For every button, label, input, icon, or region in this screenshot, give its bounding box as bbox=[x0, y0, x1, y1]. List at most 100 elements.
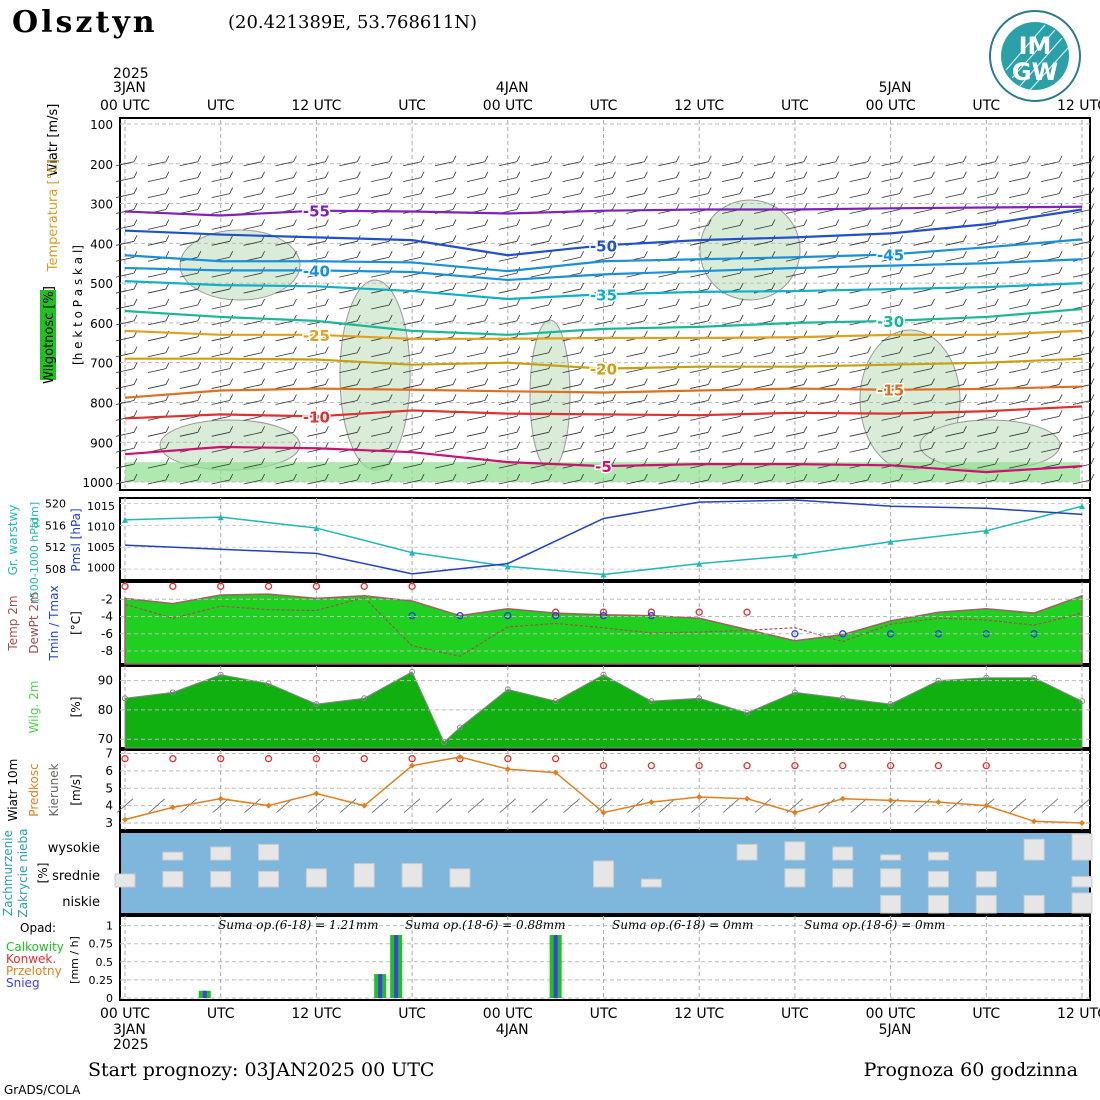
isotherm-label: -35 bbox=[590, 286, 617, 304]
wind-barb bbox=[945, 171, 967, 183]
wind-barb bbox=[1072, 314, 1095, 326]
precip-bar-snow bbox=[202, 990, 207, 998]
wind-barb bbox=[977, 346, 999, 358]
wind-barb bbox=[562, 219, 584, 230]
temperature-tick: -4 bbox=[101, 610, 113, 624]
top-date-label: 4JAN bbox=[496, 80, 529, 96]
wind-barb bbox=[498, 203, 521, 214]
wind-barb bbox=[434, 298, 457, 310]
upper-air-panel bbox=[119, 117, 1091, 491]
wind-barb bbox=[849, 171, 872, 183]
top-time-label: 00 UTC bbox=[483, 98, 533, 114]
tmin-marker bbox=[647, 612, 655, 620]
cloud-bar bbox=[210, 846, 232, 861]
humidity-tick: 80 bbox=[98, 703, 113, 717]
wind-barb bbox=[211, 171, 234, 183]
wind-barb bbox=[307, 155, 329, 167]
temperature-axis-label: Tmin / Tmax bbox=[47, 585, 61, 661]
wind-barb bbox=[753, 346, 776, 358]
thickness-tick: 520 bbox=[45, 497, 66, 510]
wind-speed-marker bbox=[265, 802, 272, 809]
wind-barb bbox=[434, 378, 457, 389]
wind-barb bbox=[179, 473, 202, 485]
wind-barb bbox=[594, 187, 616, 198]
humidity-marker bbox=[1079, 698, 1085, 705]
wind-barb bbox=[849, 187, 872, 198]
wind-barb bbox=[147, 235, 170, 246]
isotherm-label: -25 bbox=[303, 327, 330, 345]
temperature-tick: -2 bbox=[101, 592, 113, 606]
wind-barb bbox=[753, 442, 776, 453]
top-time-label: 12 UTC bbox=[291, 98, 341, 114]
cloud-bar bbox=[162, 851, 184, 861]
gust-marker bbox=[504, 755, 512, 763]
wind-barb bbox=[1072, 219, 1095, 230]
wind-barb bbox=[371, 219, 393, 230]
isotherm-label: -50 bbox=[590, 237, 617, 255]
humidity-area bbox=[179, 229, 301, 301]
wind-barb bbox=[434, 282, 457, 294]
wind-barb bbox=[466, 298, 489, 310]
wind-barb bbox=[594, 282, 616, 294]
wind-barb bbox=[753, 410, 776, 421]
wind-barb bbox=[722, 473, 744, 485]
wind-barb bbox=[626, 155, 648, 167]
wind-barb bbox=[403, 473, 425, 485]
pressure-axis-label: [h e k t o P a s k a l] bbox=[71, 245, 85, 365]
wind-barb bbox=[147, 282, 170, 294]
gust-marker bbox=[552, 755, 560, 763]
wind-barb bbox=[1072, 362, 1095, 374]
wind-barb bbox=[498, 219, 521, 230]
humidity-marker bbox=[409, 668, 416, 675]
wind-barb bbox=[275, 426, 297, 437]
wind-barb bbox=[977, 473, 999, 485]
humidity-marker bbox=[839, 695, 846, 702]
cloud-bar bbox=[210, 870, 232, 888]
wind-barb bbox=[403, 251, 425, 262]
wind-barb bbox=[179, 155, 202, 167]
isotherm-label: -10 bbox=[303, 408, 330, 426]
tmin-marker bbox=[456, 612, 464, 620]
wind-barb bbox=[626, 473, 648, 485]
temperature-axis-label: DewPt 2m bbox=[27, 592, 41, 654]
wind-barb bbox=[339, 457, 361, 469]
wind-barb bbox=[530, 235, 553, 246]
wind-barb bbox=[562, 378, 584, 389]
wind-direction-barb bbox=[1041, 798, 1059, 813]
temperature-axis-label: Temp 2m bbox=[6, 595, 20, 651]
wind-barb bbox=[945, 235, 967, 246]
isotherm-label: -20 bbox=[590, 361, 617, 379]
wind-barb bbox=[115, 298, 138, 310]
wind-barb bbox=[1041, 266, 1063, 278]
isotherm-line bbox=[124, 405, 1083, 420]
wind-barb bbox=[434, 394, 457, 405]
wind-barb bbox=[307, 171, 329, 183]
wind-barb bbox=[626, 219, 648, 230]
precip-legend-item: Snieg bbox=[6, 976, 40, 990]
imgw-logo: IM GW bbox=[989, 10, 1081, 102]
wind-barb bbox=[977, 378, 999, 389]
wind-barb bbox=[498, 251, 521, 262]
wind-speed-marker bbox=[648, 799, 655, 806]
wind-speed-marker bbox=[983, 802, 990, 809]
wind-barb bbox=[339, 251, 361, 262]
wind-barb bbox=[690, 155, 712, 167]
wind-barb bbox=[722, 298, 744, 310]
logo-text-bottom: GW bbox=[1012, 58, 1058, 86]
precip-sum: Suma op.(18-6) = 0.88mm bbox=[405, 918, 566, 932]
isotherm-line bbox=[124, 208, 1083, 257]
humidity-unit-label: [%] bbox=[69, 697, 83, 718]
wind-barb bbox=[658, 314, 680, 326]
wind-barb bbox=[753, 171, 776, 183]
wind-barb bbox=[530, 426, 553, 437]
wind-barb bbox=[115, 171, 138, 183]
thickness-marker bbox=[504, 563, 511, 570]
wind-barb bbox=[1041, 426, 1063, 437]
wind-barb bbox=[339, 394, 361, 405]
cloud-bar bbox=[927, 870, 949, 888]
wind-barb bbox=[722, 442, 744, 453]
wind-barb bbox=[115, 378, 138, 389]
thickness-marker bbox=[409, 549, 416, 556]
wind-barb bbox=[243, 346, 265, 358]
wind-barb bbox=[594, 298, 616, 310]
